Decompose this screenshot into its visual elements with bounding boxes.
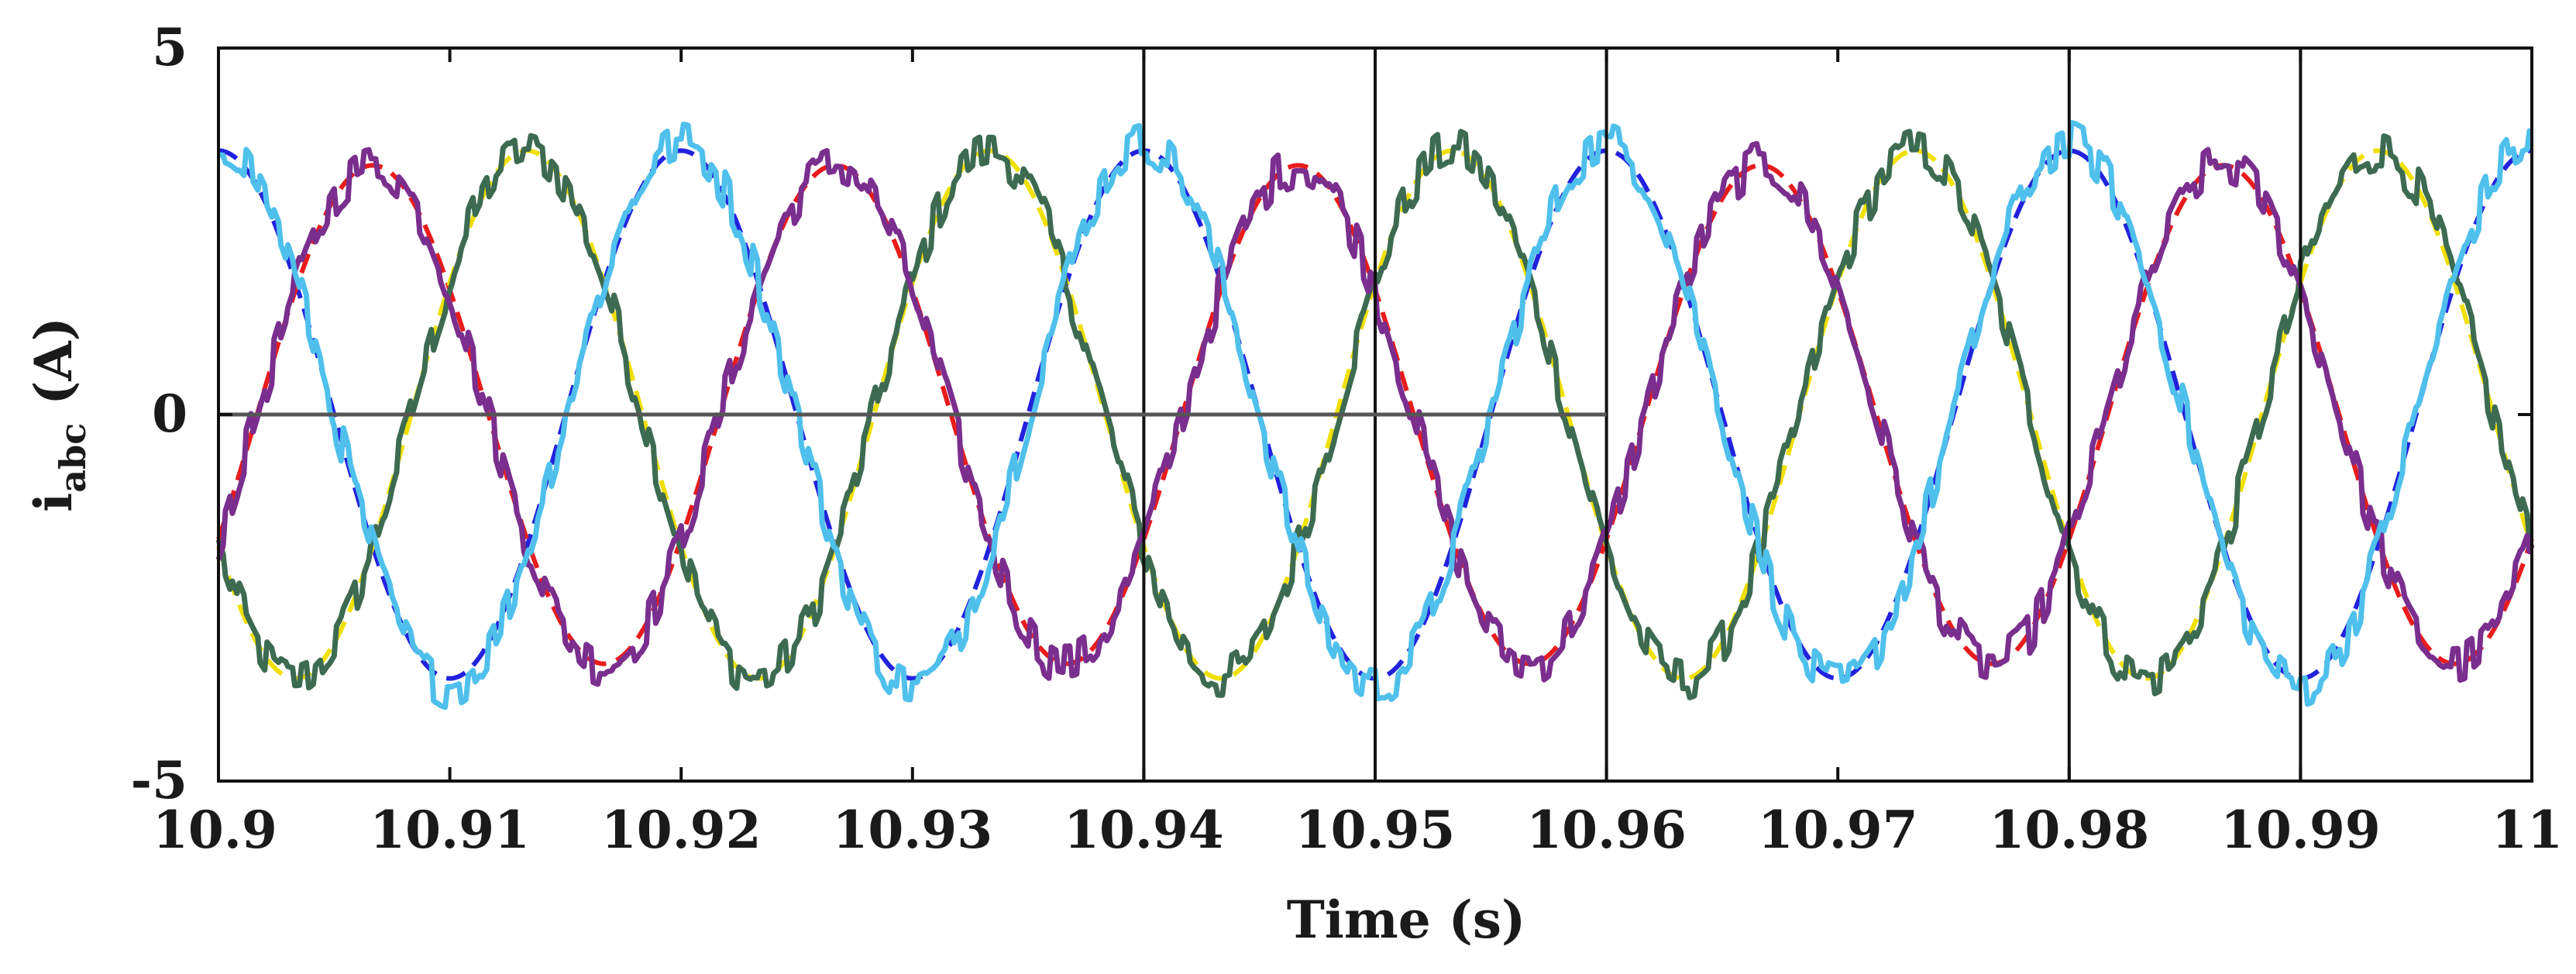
x-tick-label: 10.9 [153,800,277,860]
y-axis-label-main: i [23,493,84,512]
y-tick-label: 0 [152,384,187,444]
x-tick-label: 10.99 [2220,800,2381,860]
y-axis-label-sub: abc [52,423,94,493]
x-tick-label: 10.93 [832,800,992,860]
x-tick-label: 10.92 [601,800,762,860]
x-tick-label: 10.94 [1064,800,1224,860]
x-tick-label: 10.98 [1989,800,2149,860]
y-tick-label: 5 [152,17,187,77]
x-tick-label: 10.97 [1758,800,1918,860]
x-tick-label: 10.91 [370,800,530,860]
marker-layer [218,48,2303,781]
x-tick-label: 11 [2492,800,2563,860]
tick-layer: 10.9 10.91 10.92 10.93 10.94 10.95 10.96 10.97 1… [131,17,2563,860]
y-tick-label: -5 [131,750,187,811]
x-tick-label: 10.95 [1295,800,1456,860]
y-axis-label-unit: (A) [23,317,84,423]
x-tick-label: 10.96 [1526,800,1687,860]
x-axis-label: Time (s) [1287,890,1526,950]
y-axis-label: iabc (A) [23,317,94,512]
